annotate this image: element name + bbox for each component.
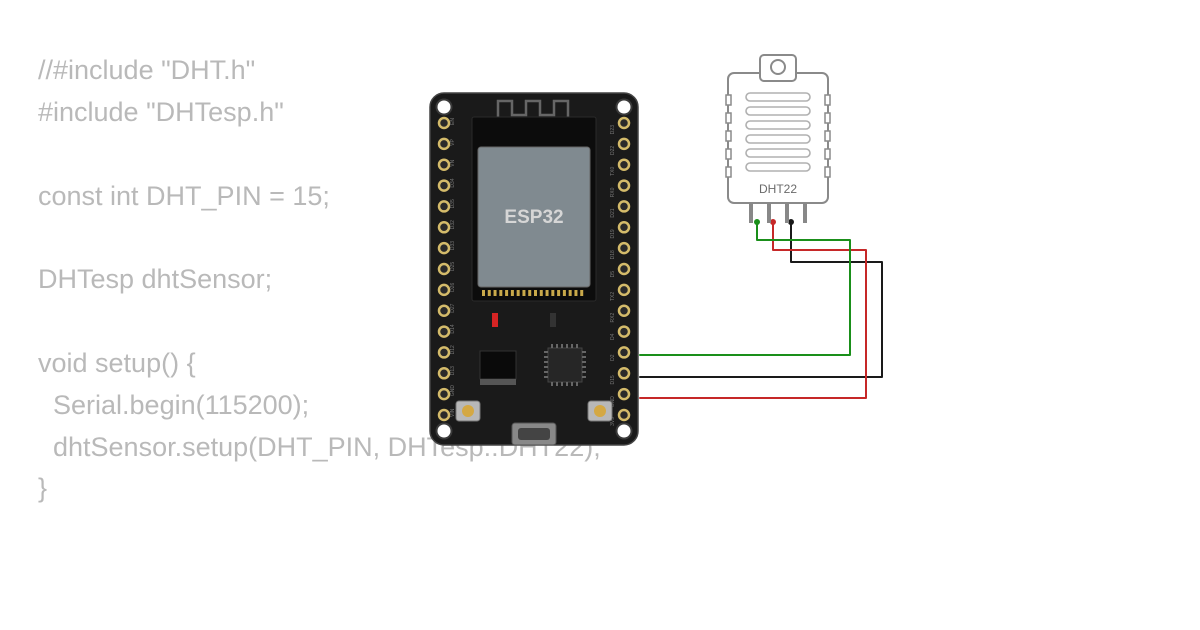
dht22-label: DHT22 bbox=[759, 182, 797, 196]
svg-text:D34: D34 bbox=[450, 178, 456, 187]
svg-text:TX2: TX2 bbox=[610, 292, 616, 301]
svg-text:D21: D21 bbox=[610, 208, 616, 217]
svg-text:D33: D33 bbox=[450, 241, 456, 250]
svg-text:GND: GND bbox=[450, 385, 456, 397]
svg-text:D23: D23 bbox=[610, 125, 616, 134]
svg-text:D19: D19 bbox=[610, 229, 616, 238]
svg-text:D27: D27 bbox=[450, 303, 456, 312]
svg-text:D14: D14 bbox=[450, 324, 456, 333]
esp32-label: ESP32 bbox=[504, 207, 563, 228]
svg-text:D35: D35 bbox=[450, 199, 456, 208]
svg-text:D25: D25 bbox=[450, 262, 456, 271]
wiring-diagram: ESP32VIN3V3GNDGNDD13D15D12D2D14D4D27RX2D… bbox=[0, 0, 1200, 630]
wire-black bbox=[640, 222, 882, 377]
svg-text:D2: D2 bbox=[610, 354, 616, 361]
wire-red bbox=[640, 222, 866, 398]
svg-text:EN: EN bbox=[450, 118, 456, 125]
svg-text:D12: D12 bbox=[450, 345, 456, 354]
svg-text:VP: VP bbox=[450, 139, 456, 146]
svg-text:TX0: TX0 bbox=[610, 166, 616, 175]
dht22-sensor: DHT22 bbox=[726, 55, 830, 223]
wire-green bbox=[640, 222, 850, 355]
svg-text:D22: D22 bbox=[610, 146, 616, 155]
svg-text:D32: D32 bbox=[450, 220, 456, 229]
svg-text:D18: D18 bbox=[610, 250, 616, 259]
svg-text:VIN: VIN bbox=[450, 408, 456, 417]
svg-text:D26: D26 bbox=[450, 282, 456, 291]
svg-text:D4: D4 bbox=[610, 333, 616, 340]
svg-text:D5: D5 bbox=[610, 271, 616, 278]
wires-group bbox=[640, 219, 882, 398]
esp32-board: ESP32VIN3V3GNDGNDD13D15D12D2D14D4D27RX2D… bbox=[430, 93, 638, 445]
svg-text:VN: VN bbox=[450, 159, 456, 166]
svg-text:RX2: RX2 bbox=[610, 313, 616, 323]
svg-text:RX0: RX0 bbox=[610, 187, 616, 197]
svg-text:D13: D13 bbox=[450, 366, 456, 375]
svg-text:D15: D15 bbox=[610, 375, 616, 384]
